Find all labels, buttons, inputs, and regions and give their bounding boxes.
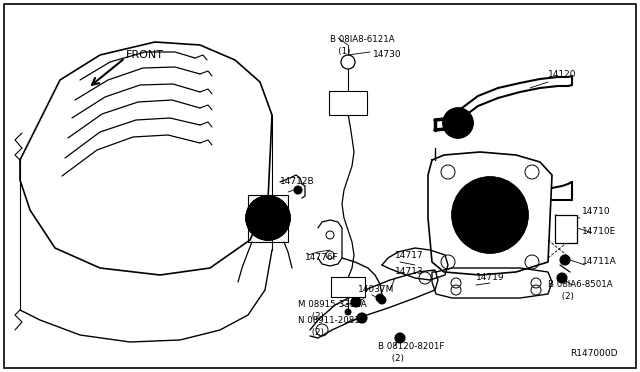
- Bar: [555, 215, 577, 243]
- Text: 14712B: 14712B: [280, 177, 315, 186]
- Circle shape: [395, 333, 405, 343]
- Text: 14713: 14713: [395, 267, 424, 276]
- Text: FRONT: FRONT: [126, 50, 164, 60]
- Text: 14120: 14120: [548, 70, 577, 79]
- Circle shape: [378, 296, 386, 304]
- Text: N 08911-2081A
     (2): N 08911-2081A (2): [298, 316, 365, 337]
- Text: B 08120-8201F
     (2): B 08120-8201F (2): [378, 342, 444, 363]
- Text: B 08IA6-8501A
     (2): B 08IA6-8501A (2): [548, 280, 612, 301]
- Text: 14710E: 14710E: [582, 228, 616, 237]
- Circle shape: [443, 108, 473, 138]
- Text: 14719: 14719: [476, 273, 504, 282]
- Circle shape: [452, 177, 528, 253]
- Text: 14710: 14710: [582, 208, 611, 217]
- Circle shape: [246, 196, 290, 240]
- Circle shape: [376, 294, 384, 302]
- FancyBboxPatch shape: [329, 91, 367, 115]
- Text: B 08IA8-6121A
   (1): B 08IA8-6121A (1): [330, 35, 395, 56]
- Circle shape: [351, 297, 361, 307]
- Circle shape: [294, 186, 302, 194]
- Text: 14776F: 14776F: [305, 253, 339, 263]
- Text: 14717: 14717: [395, 250, 424, 260]
- Circle shape: [357, 313, 367, 323]
- Bar: [248, 195, 288, 242]
- Text: 14037M: 14037M: [358, 285, 394, 295]
- Text: 14730: 14730: [373, 50, 402, 59]
- FancyBboxPatch shape: [331, 277, 365, 297]
- Text: 14711A: 14711A: [582, 257, 617, 266]
- Circle shape: [560, 255, 570, 265]
- Circle shape: [557, 273, 567, 283]
- Circle shape: [345, 309, 351, 315]
- Text: R147000D: R147000D: [570, 349, 618, 358]
- Text: M 08915-3381A
     (2): M 08915-3381A (2): [298, 300, 367, 321]
